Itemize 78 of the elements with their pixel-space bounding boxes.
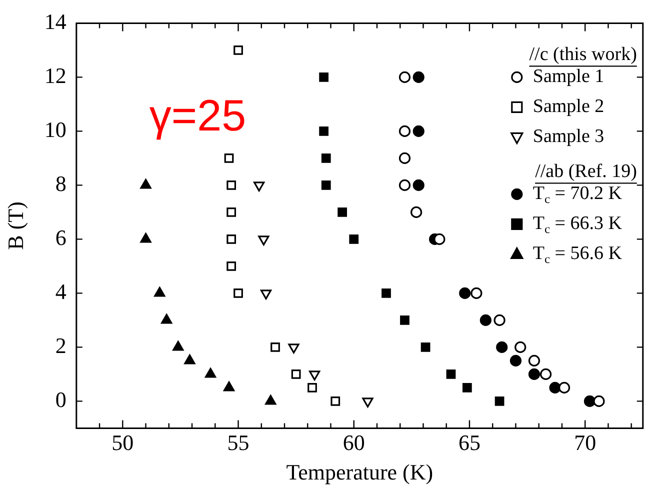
point (140, 232, 152, 243)
point (584, 395, 596, 407)
x-tick-label: 70 (574, 430, 596, 456)
point (224, 154, 234, 163)
point (140, 178, 152, 189)
y-tick-label: 2 (55, 332, 66, 358)
point (254, 182, 265, 192)
point (462, 383, 472, 392)
point (161, 314, 172, 324)
point (154, 286, 166, 297)
point (382, 288, 391, 298)
point (549, 382, 561, 394)
y-tick-label: 10 (44, 116, 66, 142)
point (321, 180, 331, 190)
annotation: //ab (Ref. 19) (535, 161, 637, 182)
y-tick-label: 8 (55, 170, 66, 196)
point (410, 206, 422, 218)
point (308, 383, 317, 392)
legend-label: Sample 2 (532, 96, 604, 118)
x-tick-label: 60 (342, 430, 365, 456)
point (412, 179, 424, 191)
point (470, 287, 482, 299)
point (226, 180, 236, 190)
point (223, 381, 235, 392)
point (459, 287, 471, 299)
point (338, 208, 347, 217)
point (398, 179, 411, 191)
point (412, 71, 424, 83)
point (226, 262, 236, 271)
legend-title: //c (this work) (529, 44, 637, 66)
point (400, 316, 410, 325)
point (234, 288, 243, 298)
point (398, 125, 411, 137)
point (398, 71, 411, 83)
point (349, 234, 359, 244)
point (291, 370, 301, 379)
y-tick-label: 12 (44, 62, 66, 88)
point (434, 233, 446, 245)
point (234, 46, 243, 55)
point (319, 126, 328, 136)
annotation: γ=25 (149, 91, 246, 140)
x-tick-label: 50 (112, 430, 134, 456)
point (330, 396, 340, 406)
point (496, 341, 508, 353)
point (528, 354, 540, 366)
x-tick-label: 55 (227, 430, 250, 456)
point (494, 396, 504, 406)
point (528, 368, 540, 380)
point (480, 314, 492, 326)
legend-label: Sample 1 (532, 66, 604, 88)
point (510, 354, 522, 366)
point (258, 236, 270, 246)
point (321, 154, 331, 163)
legend-label: Sample 3 (532, 126, 604, 148)
x-tick-label: 65 (458, 430, 480, 456)
point (184, 354, 196, 364)
point (446, 370, 456, 379)
point (494, 314, 506, 326)
point (540, 368, 552, 380)
y-axis-title: B (T) (2, 202, 28, 250)
x-axis-title: Temperature (K) (286, 460, 434, 485)
point (420, 342, 430, 352)
point (558, 382, 570, 394)
point (226, 208, 236, 217)
y-tick-label: 6 (55, 224, 66, 250)
y-tick-label: 0 (55, 386, 66, 412)
point (412, 125, 424, 137)
point (593, 395, 605, 407)
point (265, 394, 276, 405)
point (398, 152, 411, 164)
point (270, 342, 280, 352)
y-tick-label: 4 (55, 278, 66, 304)
y-tick-label: 14 (44, 8, 66, 34)
point (514, 341, 526, 353)
point (172, 340, 184, 351)
point (226, 234, 236, 244)
point (319, 72, 328, 82)
point (204, 368, 216, 378)
